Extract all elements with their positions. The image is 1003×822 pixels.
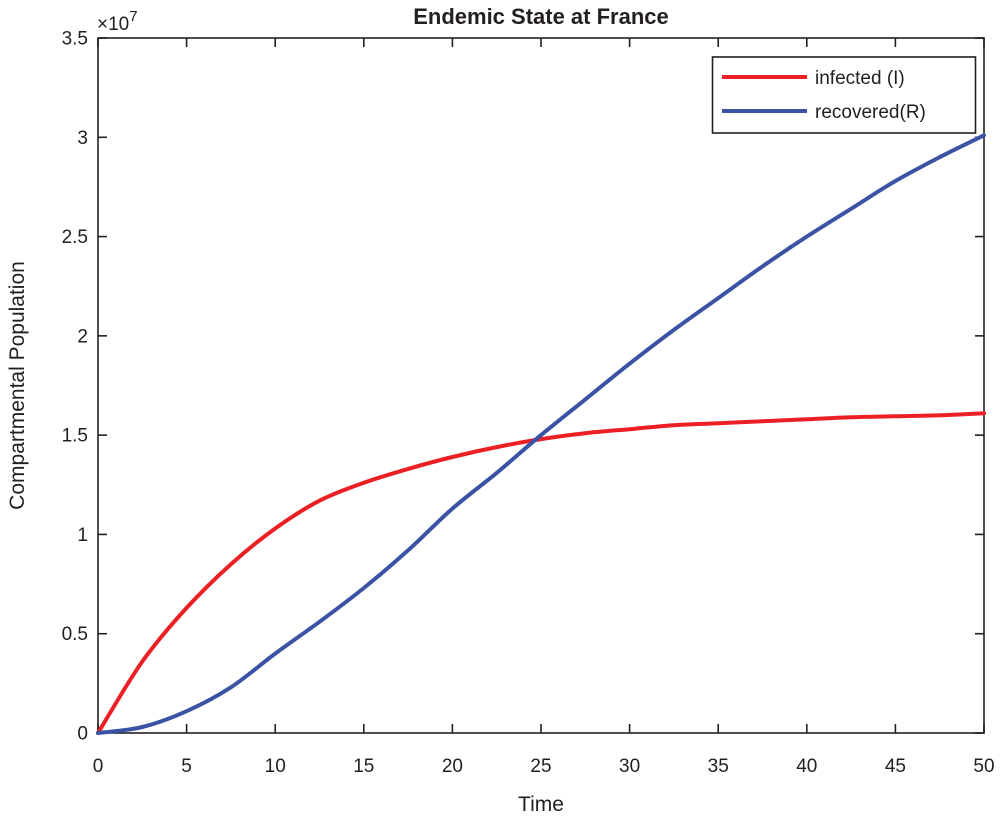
tick-labels: 0 5 10 15 20 25 30 35 40 45 50 0 0.5 1 1.5 2 2.5 3 3.5 bbox=[62, 29, 995, 778]
x-tick-label: 45 bbox=[885, 756, 906, 777]
x-tick-label: 10 bbox=[265, 756, 286, 777]
y-tick-label: 2.5 bbox=[62, 227, 88, 248]
series-line-1 bbox=[96, 133, 986, 735]
x-tick-label: 25 bbox=[530, 756, 551, 777]
y-axis-multiplier-exponent: 7 bbox=[129, 8, 137, 25]
x-tick-label: 15 bbox=[353, 756, 374, 777]
y-tick-label: 1 bbox=[77, 525, 88, 546]
tick-marks bbox=[97, 37, 985, 734]
legend-label: recovered(R) bbox=[815, 102, 926, 123]
y-tick-label: 0.5 bbox=[62, 624, 88, 645]
y-tick-label: 3 bbox=[77, 128, 88, 149]
y-tick-label: 3.5 bbox=[62, 29, 88, 50]
y-axis-multiplier: ×107 bbox=[97, 8, 138, 35]
x-tick-label: 30 bbox=[619, 756, 640, 777]
chart-title: Endemic State at France bbox=[413, 4, 669, 29]
x-tick-label: 50 bbox=[973, 756, 994, 777]
curves bbox=[96, 133, 986, 735]
y-tick-label: 2 bbox=[77, 326, 88, 347]
y-axis-label: Compartmental Population bbox=[6, 261, 29, 510]
y-tick-label: 0 bbox=[77, 724, 88, 745]
x-tick-label: 20 bbox=[442, 756, 463, 777]
x-tick-label: 0 bbox=[93, 756, 104, 777]
legend: infected (I) recovered(R) bbox=[711, 56, 977, 134]
x-tick-label: 40 bbox=[796, 756, 817, 777]
x-tick-label: 5 bbox=[181, 756, 192, 777]
y-axis-multiplier-base: ×10 bbox=[97, 14, 129, 35]
legend-entries: infected (I) recovered(R) bbox=[722, 68, 926, 123]
legend-label: infected (I) bbox=[815, 68, 905, 89]
y-tick-label: 1.5 bbox=[62, 426, 88, 447]
x-axis-label: Time bbox=[518, 793, 564, 816]
x-tick-label: 35 bbox=[708, 756, 729, 777]
plot-area bbox=[97, 37, 985, 734]
legend-box bbox=[711, 56, 977, 134]
